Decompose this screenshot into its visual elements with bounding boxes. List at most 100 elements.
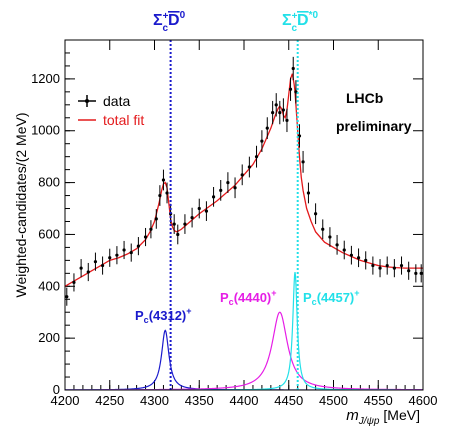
data-point xyxy=(335,243,339,247)
data-point xyxy=(197,206,201,211)
pc4440-sub: c xyxy=(229,297,234,307)
data-point xyxy=(392,266,396,270)
pc4312-mass: (4312) xyxy=(149,308,187,323)
x-axis-title-sub: J/ψp xyxy=(358,416,380,427)
thr2-meson: D xyxy=(297,12,309,29)
data-point xyxy=(149,227,153,231)
thr2-meson-sup: *0 xyxy=(309,10,319,21)
tick-labels: 4200 4250 4300 4350 4400 4450 4500 4550 4600 0 200… xyxy=(31,71,437,408)
data-point xyxy=(165,191,169,195)
data-point xyxy=(399,263,404,268)
data-point xyxy=(281,108,285,112)
threshold-label-sigmac-d0: Σ+ cD0 xyxy=(153,10,186,34)
data-point xyxy=(328,235,332,239)
pc4312-sup: + xyxy=(186,306,191,316)
threshold-label-sigmac-dstar0: Σ+ cD*0 xyxy=(282,10,318,34)
thr1-sup: + xyxy=(163,11,169,22)
data-point xyxy=(414,271,418,275)
data-point xyxy=(419,271,423,275)
data-point xyxy=(93,260,98,264)
legend-data-dot xyxy=(85,99,89,103)
x-axis-title-main: m xyxy=(346,407,359,424)
data-point xyxy=(108,256,112,260)
pc4457-sup: + xyxy=(354,288,359,298)
data-point xyxy=(285,118,289,122)
thr1-base: Σ xyxy=(153,12,163,29)
data-point xyxy=(233,186,237,190)
data-point xyxy=(136,244,140,248)
data-point xyxy=(278,110,282,115)
total-fit-curve xyxy=(64,73,423,287)
x-tick-label: 4300 xyxy=(140,393,169,408)
data-point xyxy=(143,235,148,239)
legend-fit-label: total fit xyxy=(103,112,144,128)
x-tick-label: 4250 xyxy=(95,393,124,408)
legend: data total fit xyxy=(78,93,144,128)
data-point xyxy=(172,222,176,226)
data-point xyxy=(314,212,318,216)
x-tick-label: 4400 xyxy=(230,393,259,408)
data-point xyxy=(356,256,361,260)
x-tick-label: 4600 xyxy=(409,393,438,408)
y-tick-label: 200 xyxy=(38,330,60,345)
data-point xyxy=(204,209,209,213)
x-tick-label: 4350 xyxy=(185,393,214,408)
y-tick-label: 800 xyxy=(38,175,60,190)
y-axis-title: Weighted-candidates/(2 MeV) xyxy=(13,113,29,298)
fit-curve-group xyxy=(64,73,423,287)
x-tick-label: 4550 xyxy=(364,393,393,408)
x-tick-label: 4450 xyxy=(274,393,303,408)
data-point xyxy=(364,258,368,262)
data-point xyxy=(226,180,230,185)
data-point xyxy=(219,188,223,192)
pc4312-sub: c xyxy=(144,315,149,325)
data-point xyxy=(122,248,126,252)
x-tick-label: 4200 xyxy=(51,393,80,408)
data-point xyxy=(371,263,375,268)
pc4440-sup: + xyxy=(271,288,276,298)
resonance-label-pc4440: Pc(4440)+ xyxy=(220,288,277,307)
data-point xyxy=(129,250,133,255)
x-axis-title-unit: [MeV] xyxy=(383,407,420,423)
data-point xyxy=(161,178,166,182)
data-point xyxy=(342,248,346,252)
data-point xyxy=(240,173,244,177)
x-axis-title: mJ/ψp [MeV] xyxy=(346,407,420,427)
data-point xyxy=(378,266,382,270)
pc4457-sub: c xyxy=(312,297,317,307)
data-point xyxy=(407,269,411,273)
data-point xyxy=(288,87,293,91)
data-point xyxy=(158,193,162,198)
data-point xyxy=(260,139,264,143)
data-point xyxy=(183,222,187,226)
thr2-sup: + xyxy=(292,11,298,22)
data-point xyxy=(385,263,389,268)
y-tick-label: 1200 xyxy=(31,71,60,86)
pc4457-mass: (4457) xyxy=(317,290,355,305)
legend-data-label: data xyxy=(103,93,130,109)
plot-frame xyxy=(64,39,424,391)
data-point xyxy=(65,295,69,299)
data-point xyxy=(79,266,83,270)
data-point xyxy=(100,263,105,268)
data-point xyxy=(301,160,305,164)
data-point xyxy=(349,253,353,257)
data-point xyxy=(321,227,325,231)
resonance-label-pc4312: Pc(4312)+ xyxy=(135,306,192,325)
y-tick-label: 0 xyxy=(53,382,60,397)
experiment-label: LHCb xyxy=(346,90,383,106)
thr1-sub: c xyxy=(162,23,168,34)
data-point xyxy=(115,253,119,257)
threshold-lines xyxy=(169,40,299,390)
data-point xyxy=(72,280,76,285)
y-tick-label: 400 xyxy=(38,278,60,293)
resonance-label-pc4457: Pc(4457)+ xyxy=(303,288,360,307)
data-point xyxy=(247,165,251,169)
thr1-meson: D xyxy=(168,12,180,29)
data-point xyxy=(274,103,278,107)
pc4440-mass: (4440) xyxy=(234,290,272,305)
data-point xyxy=(190,215,194,220)
data-point xyxy=(86,270,90,274)
pc4440-base: P xyxy=(220,290,229,305)
